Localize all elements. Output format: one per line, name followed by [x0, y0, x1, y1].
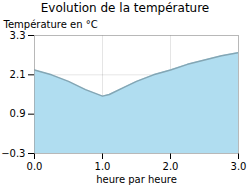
svg-text:2.1: 2.1 [10, 69, 26, 80]
svg-text:3.3: 3.3 [10, 30, 26, 41]
svg-text:Température en °C: Température en °C [3, 19, 98, 30]
svg-text:2.0: 2.0 [163, 161, 179, 172]
svg-text:0.9: 0.9 [10, 108, 26, 119]
svg-text:1.0: 1.0 [95, 161, 111, 172]
svg-text:−0.3: −0.3 [1, 148, 25, 159]
svg-text:heure par heure: heure par heure [96, 174, 177, 185]
html-text:Evolution de la température: Evolution de la température [40, 1, 210, 15]
svg-text:3.0: 3.0 [231, 161, 247, 172]
svg-text:0.0: 0.0 [27, 161, 43, 172]
